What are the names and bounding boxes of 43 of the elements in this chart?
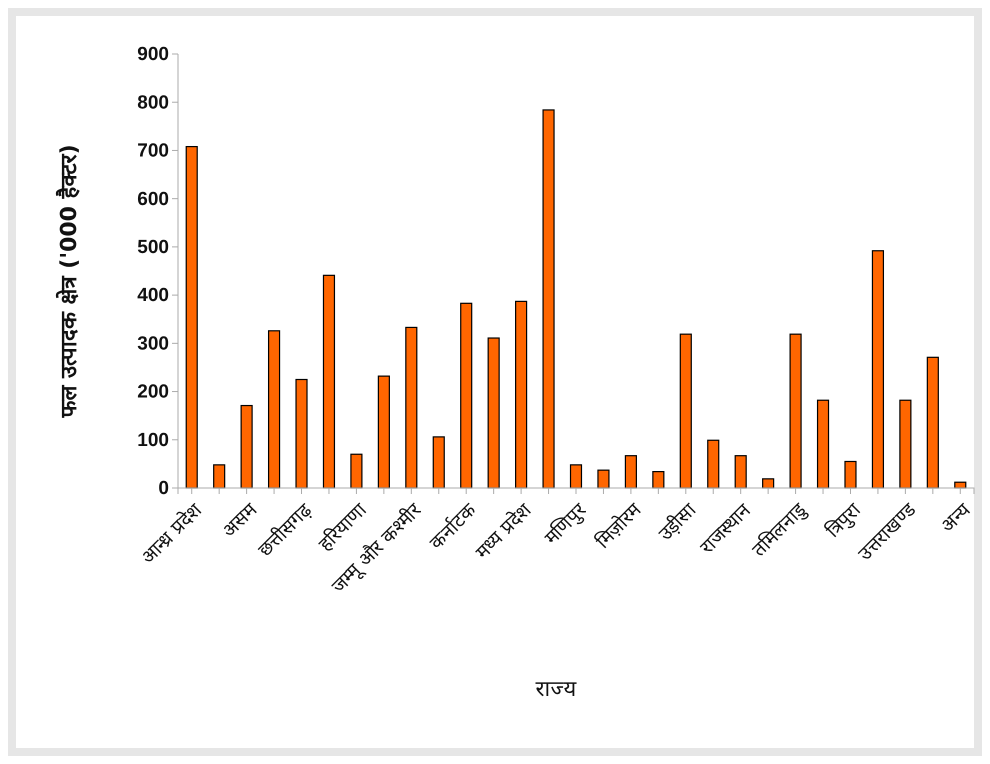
bar (789, 334, 802, 489)
bar (432, 436, 445, 489)
bar (378, 376, 390, 489)
bar (844, 460, 857, 489)
y-tick-label: 600 (137, 188, 169, 210)
bar (734, 455, 747, 489)
y-tick-label: 900 (137, 44, 169, 66)
x-tick-label: आन्ध्र प्रदेश (136, 498, 208, 568)
y-tick-label: 200 (137, 382, 169, 403)
y-tick-label: 300 (137, 333, 169, 354)
bar (405, 326, 418, 489)
bar (872, 250, 884, 489)
bar (488, 337, 500, 489)
bar (899, 400, 912, 489)
y-tick-label: 700 (137, 140, 169, 162)
bar (652, 471, 664, 489)
y-tick-label: 0 (158, 478, 169, 500)
y-tick-label: 100 (137, 430, 169, 451)
y-tick-label: 400 (137, 285, 169, 306)
y-axis-title: फल उत्पादक क्षेत्र ('000 हैक्टर) (55, 144, 82, 419)
bar (624, 455, 637, 489)
bar (350, 454, 363, 489)
y-tick-label: 800 (137, 92, 169, 114)
bar (542, 109, 555, 489)
bar (186, 146, 198, 489)
x-tick-label: अन्य (936, 498, 976, 538)
bar (707, 440, 720, 489)
bar (816, 400, 830, 489)
bar (295, 378, 308, 489)
bar (322, 274, 336, 489)
bar (762, 478, 774, 489)
y-tick-label: 500 (137, 236, 169, 258)
bar (954, 482, 966, 489)
bar (680, 334, 692, 489)
bar (597, 470, 610, 489)
x-axis-title: राज्य (536, 677, 578, 702)
bar (570, 464, 582, 489)
bar (926, 356, 939, 489)
bar (213, 464, 226, 489)
bar (460, 302, 472, 489)
bar (268, 330, 280, 489)
bar (515, 300, 528, 489)
bar (240, 404, 253, 489)
